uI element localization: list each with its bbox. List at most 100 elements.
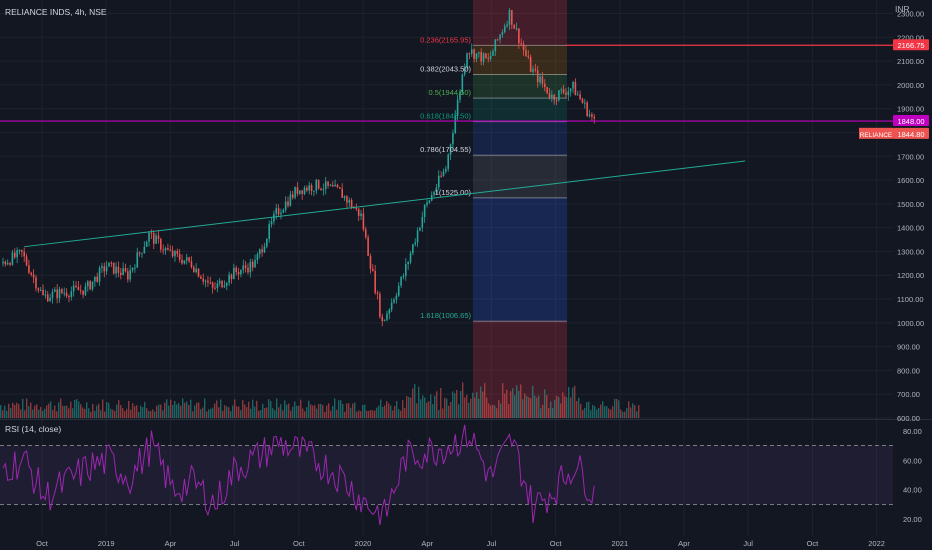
candle-body	[148, 232, 150, 242]
price-tick-label: 1700.00	[897, 152, 924, 161]
candle-body	[299, 190, 301, 194]
volume-bar	[8, 403, 10, 418]
price-tick-label: 1500.00	[897, 200, 924, 209]
candle-body	[527, 55, 530, 57]
volume-bar	[146, 408, 148, 418]
volume-bar	[24, 410, 26, 418]
volume-bar	[588, 401, 590, 418]
candle-body	[230, 274, 233, 280]
volume-bar	[34, 405, 36, 418]
candle-body	[320, 188, 322, 190]
rsi-line	[2, 424, 595, 526]
time-axis[interactable]: Oct 2019 Apr Jul Oct 2020 Apr Jul Oct 2021 Apr Jul O…	[36, 539, 885, 548]
candle-body	[294, 187, 296, 198]
volume-bar	[638, 405, 640, 418]
candle-body	[405, 264, 407, 276]
volume-bar	[584, 407, 586, 418]
volume-bar	[598, 407, 600, 418]
candle-body	[145, 241, 148, 247]
volume-bar	[416, 403, 418, 418]
candle-body	[395, 295, 398, 300]
candle-body	[216, 283, 219, 289]
candle-body	[487, 58, 490, 60]
fibonacci-labels: 0.236(2165.95) 0.382(2043.50) 0.5(1944.50)…	[420, 35, 471, 320]
volume-bar	[384, 405, 386, 418]
candle-body	[324, 181, 327, 190]
candle-body	[115, 266, 117, 274]
volume-bar	[496, 408, 498, 418]
candle-body	[218, 280, 221, 284]
candle-body	[277, 208, 280, 215]
volume-bar	[292, 406, 294, 418]
trendline[interactable]	[24, 160, 746, 248]
candle-body	[393, 299, 395, 303]
candle-body	[329, 185, 332, 187]
candle-body	[489, 55, 492, 59]
candle-body	[42, 290, 44, 295]
price-tick-label: 700.00	[897, 390, 920, 399]
candle-body	[478, 52, 480, 54]
volume-bar	[44, 408, 46, 418]
candle-body	[454, 115, 457, 134]
volume-bar	[144, 401, 146, 418]
volume-bar	[108, 402, 110, 418]
volume-bar	[224, 405, 226, 418]
candle-body	[558, 90, 560, 101]
volume-bar	[64, 405, 66, 418]
volume-bar	[152, 409, 154, 418]
candle-body	[480, 52, 482, 62]
volume-bar	[356, 411, 358, 418]
candle-body	[496, 39, 499, 41]
symbol-title: RELIANCE INDS, 4h, NSE	[5, 7, 107, 17]
volume-bar	[436, 391, 438, 418]
fib-label: 0.236(2165.95)	[420, 35, 471, 44]
candle-body	[247, 267, 249, 273]
volume-bar	[160, 404, 162, 418]
volume-bar	[70, 401, 72, 418]
volume-bar	[192, 411, 194, 418]
candle-body	[482, 53, 485, 62]
volume-bar	[18, 404, 20, 418]
fib-zone	[473, 74, 567, 99]
volume-bar	[100, 410, 102, 418]
candle-body	[374, 270, 376, 293]
price-axis[interactable]: 600.00 700.00 800.00 900.00 1000.00 1100.00 12…	[897, 10, 924, 525]
candle-body	[207, 280, 209, 283]
candle-body	[459, 91, 461, 100]
candle-body	[13, 252, 16, 258]
volume-bar	[56, 411, 58, 418]
candle-body	[322, 189, 325, 191]
candle-body	[70, 291, 73, 298]
volume-bar	[392, 410, 394, 418]
price-tick-label: 1600.00	[897, 176, 924, 185]
candle-body	[520, 43, 523, 45]
candle-body	[127, 271, 129, 280]
candle-body	[381, 316, 384, 321]
volume-bar	[28, 406, 30, 418]
volume-bar	[424, 397, 426, 418]
candle-body	[6, 263, 9, 265]
volume-bar	[572, 387, 574, 418]
candle-body	[433, 192, 435, 195]
candle-body	[565, 92, 567, 95]
candle-body	[84, 286, 87, 295]
volume-bar	[512, 388, 514, 418]
volume-bar	[578, 397, 580, 418]
volume-bar	[414, 384, 416, 418]
volume-bar	[516, 385, 518, 418]
candle-body	[117, 266, 120, 273]
volume-bar	[260, 410, 262, 418]
candle-body	[468, 53, 471, 55]
candle-body	[221, 280, 223, 288]
candle-body	[572, 81, 574, 89]
volume-bar	[128, 400, 130, 418]
time-tick-label: 2021	[611, 539, 628, 548]
price-tick-label: 1300.00	[897, 247, 924, 256]
candle-body	[372, 268, 374, 271]
fib-label: 0.786(1704.55)	[420, 145, 471, 154]
candle-body	[18, 249, 21, 251]
volume-bar	[418, 386, 420, 418]
candle-body	[525, 50, 527, 56]
candle-body	[591, 114, 593, 117]
